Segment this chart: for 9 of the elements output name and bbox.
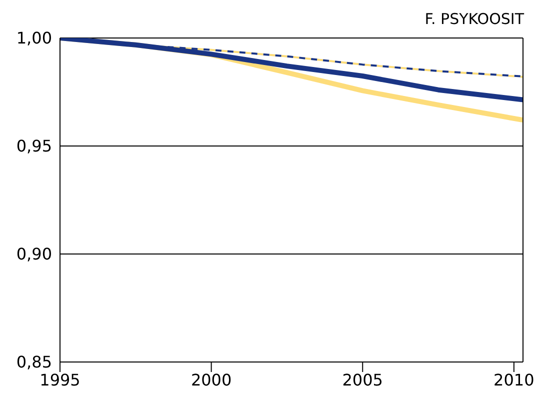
y-tick-label: 0,95 (16, 136, 52, 156)
x-tick-label: 2005 (342, 370, 383, 390)
y-tick-label: 0,85 (16, 352, 52, 372)
y-tick-label: 1,00 (16, 28, 52, 48)
x-tick-label: 2010 (494, 370, 534, 390)
x-tick-label: 2000 (190, 370, 232, 390)
y-tick-label: 0,90 (16, 244, 52, 264)
x-tick-label: 1995 (40, 370, 80, 390)
chart-title: F. PSYKOOSIT (424, 10, 524, 28)
